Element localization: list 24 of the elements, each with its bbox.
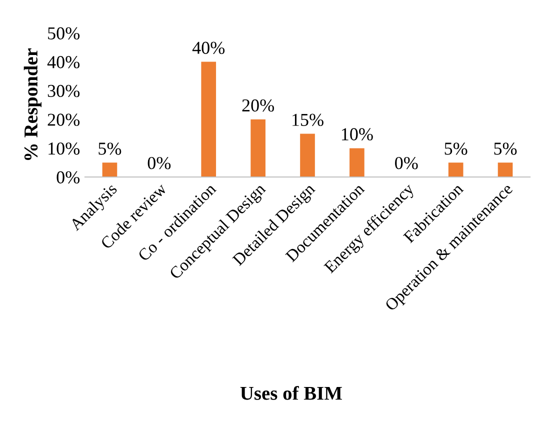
bar [102,162,118,177]
bar [201,62,216,177]
data-label: 0% [395,156,418,170]
bar [350,148,364,177]
y-tick-label: 20% [48,114,80,126]
bar [250,119,266,177]
y-axis-title: % Responder [24,48,42,160]
data-label: 10% [342,128,373,140]
bar [448,162,464,177]
data-label: 15% [292,114,324,126]
data-label: 5% [494,142,517,155]
data-label: 20% [242,99,274,112]
data-label: 5% [98,142,122,155]
y-tick-label: 30% [48,84,80,98]
x-axis-title: Uses of BIM [240,386,342,400]
y-tick-label: 40% [47,56,80,68]
y-tick-label: 50% [48,27,80,40]
data-label: 40% [192,42,225,54]
bar [498,162,513,177]
data-label: 5% [444,142,468,155]
data-label: 0% [148,156,171,170]
bar [300,134,315,177]
y-tick-label: 10% [48,142,80,155]
y-tick-label: 0% [56,171,80,184]
